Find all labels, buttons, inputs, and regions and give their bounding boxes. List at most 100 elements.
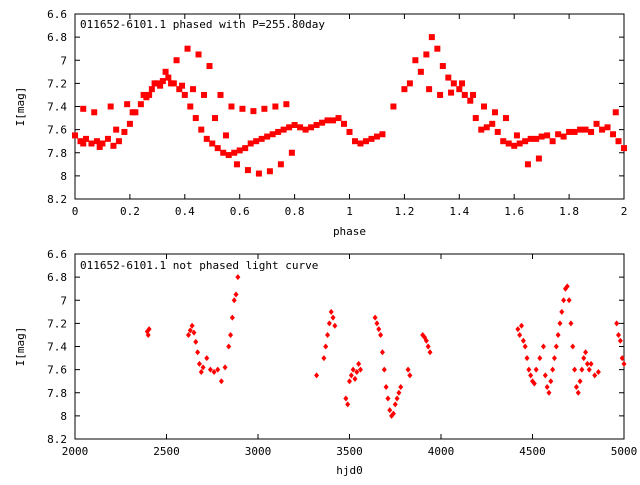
unphased-data-point <box>586 366 592 373</box>
phased-data-point <box>491 109 498 116</box>
phased-data-point <box>330 117 337 124</box>
phased-data-point <box>168 80 175 87</box>
unphased-axis-ticks: 2000 2500 3000 3500 4000 4500 5000 6.6 6.8 7 7.2 7.… <box>47 248 637 458</box>
phased-data-point <box>91 109 98 116</box>
phased-data-point <box>368 135 375 142</box>
phased-data-point <box>604 124 611 131</box>
phased-y-tick-label: 7 <box>60 54 67 67</box>
phased-data-point <box>351 138 358 145</box>
phased-data-point <box>146 91 153 98</box>
phased-data-point <box>582 126 589 133</box>
unphased-data-points <box>144 274 627 419</box>
unphased-data-point <box>551 355 557 362</box>
unphased-data-point <box>207 366 213 373</box>
unphased-data-point <box>566 297 572 304</box>
phased-data-point <box>535 155 542 162</box>
phased-data-point <box>538 133 545 140</box>
phased-data-point <box>113 126 120 133</box>
phased-x-tick-label: 2 <box>621 205 628 218</box>
unphased-data-point <box>537 355 543 362</box>
unphased-data-point <box>231 297 237 304</box>
phased-x-tick-label: 0.8 <box>285 205 305 218</box>
unphased-data-point <box>522 343 528 350</box>
phased-data-point <box>571 128 578 135</box>
phased-chart-title: 011652-6101.1 phased with P=255.80day <box>80 18 325 31</box>
unphased-data-point <box>394 395 400 402</box>
phased-x-tick-label: 0.4 <box>175 205 195 218</box>
phased-y-tick-label: 6.8 <box>47 31 67 44</box>
unphased-y-tick-label: 6.8 <box>47 271 67 284</box>
unphased-data-point <box>617 337 623 344</box>
phased-data-point <box>489 120 496 127</box>
phased-data-point <box>242 145 249 152</box>
unphased-data-point <box>378 331 384 338</box>
unphased-data-point <box>531 380 537 387</box>
phased-data-point <box>319 119 326 126</box>
phased-data-point <box>549 138 556 145</box>
unphased-data-point <box>325 331 331 338</box>
phased-data-point <box>445 74 452 81</box>
phased-y-tick-label: 7.6 <box>47 124 67 137</box>
unphased-data-point <box>387 407 393 414</box>
unphased-data-point <box>520 337 526 344</box>
phased-y-tick-label: 8 <box>60 170 67 183</box>
unphased-data-point <box>314 372 320 379</box>
phased-data-point <box>181 91 188 98</box>
phased-data-point <box>126 120 133 127</box>
phased-data-point <box>335 115 342 122</box>
unphased-data-point <box>347 378 352 385</box>
phased-data-point <box>82 135 89 142</box>
phased-data-point <box>439 63 446 70</box>
unphased-data-point <box>621 360 627 367</box>
unphased-data-point <box>555 331 561 338</box>
phased-axis-ticks: 0 0.2 0.4 0.6 0.8 1 1.2 1.4 1.6 1.8 2 6.6 6.8 7 7.2 7.4… <box>47 8 627 218</box>
phased-data-point <box>494 128 501 135</box>
phased-data-point <box>231 149 238 156</box>
phased-data-point <box>176 86 183 93</box>
unphased-data-point <box>519 322 525 329</box>
unphased-data-point <box>326 320 332 327</box>
unphased-data-point <box>592 372 598 379</box>
phased-data-point <box>459 80 466 87</box>
phased-data-point <box>211 115 218 122</box>
unphased-data-point <box>614 320 620 327</box>
unphased-data-point <box>405 366 411 373</box>
unphased-data-point <box>145 331 151 338</box>
unphased-data-point <box>343 395 349 402</box>
phased-x-tick-label: 0.2 <box>120 205 140 218</box>
phased-data-point <box>423 51 430 58</box>
phased-data-point <box>522 138 529 145</box>
unphased-data-point <box>542 372 548 379</box>
phased-data-point <box>483 124 490 131</box>
unphased-y-tick-label: 7.6 <box>47 364 67 377</box>
unphased-data-point <box>515 326 521 333</box>
phased-data-point <box>275 128 282 135</box>
phased-data-point <box>373 133 380 140</box>
phased-data-point <box>527 135 534 142</box>
unphased-y-tick-label: 7 <box>60 294 67 307</box>
phased-data-point <box>291 122 298 128</box>
unphased-data-point <box>200 364 206 371</box>
phased-data-point <box>244 167 251 174</box>
unphased-data-point <box>226 343 232 350</box>
unphased-x-tick-label: 3000 <box>245 445 272 458</box>
unphased-data-point <box>540 343 546 350</box>
phased-data-point <box>555 131 562 138</box>
unphased-data-point <box>185 331 191 338</box>
unphased-data-point <box>588 360 594 367</box>
phased-data-point <box>115 138 122 145</box>
phased-data-point <box>190 86 197 93</box>
phased-y-tick-label: 7.2 <box>47 77 67 90</box>
phased-data-point <box>612 109 619 116</box>
phased-data-point <box>206 63 213 70</box>
phased-plot-frame <box>74 13 625 200</box>
unphased-data-point <box>352 375 358 382</box>
phased-data-point <box>280 126 287 133</box>
unphased-data-point <box>193 338 199 345</box>
unphased-data-point <box>328 308 334 315</box>
phased-data-point <box>437 91 444 98</box>
phased-data-point <box>308 124 315 131</box>
phased-data-point <box>302 126 309 133</box>
